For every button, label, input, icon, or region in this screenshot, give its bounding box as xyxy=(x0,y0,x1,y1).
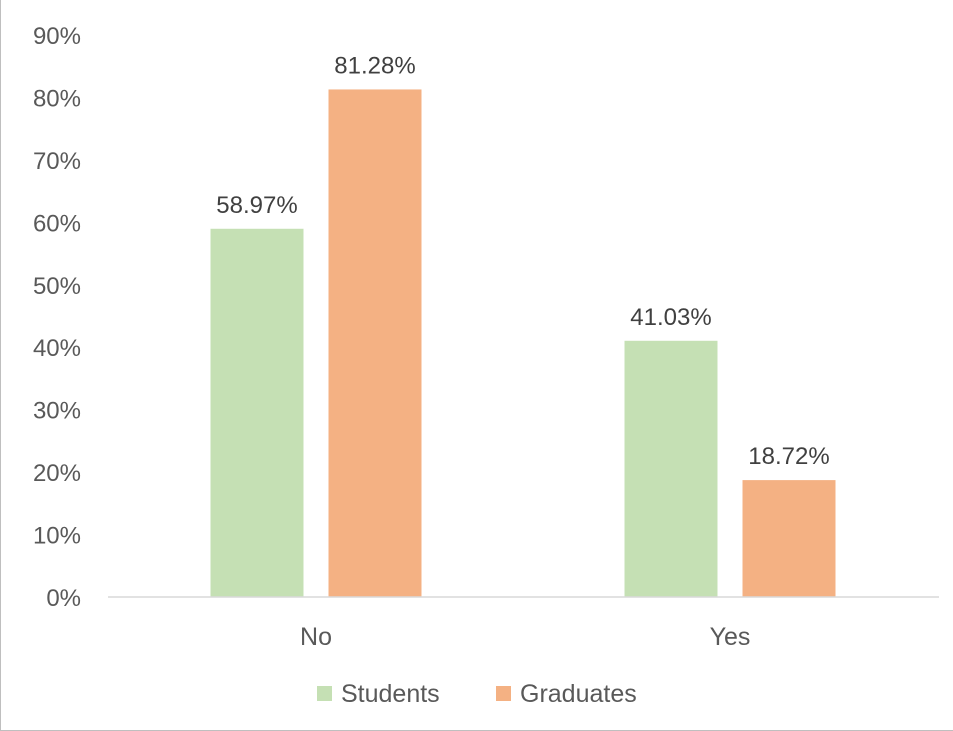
y-tick-label: 80% xyxy=(33,85,81,112)
bar-students-yes xyxy=(624,340,718,597)
y-tick-label: 30% xyxy=(33,398,81,425)
y-tick-label: 60% xyxy=(33,210,81,237)
y-tick-label: 70% xyxy=(33,148,81,175)
data-label: 58.97% xyxy=(216,192,297,219)
legend: Students Graduates xyxy=(317,680,637,708)
x-axis-category-labels: No Yes xyxy=(300,623,750,651)
y-tick-label: 90% xyxy=(33,23,81,50)
data-label: 41.03% xyxy=(630,304,711,331)
y-tick-label: 20% xyxy=(33,460,81,487)
y-tick-label: 0% xyxy=(46,585,81,612)
legend-swatch-students xyxy=(317,686,332,701)
data-label: 18.72% xyxy=(748,443,829,470)
bar-students-no xyxy=(210,228,304,597)
legend-swatch-graduates xyxy=(496,686,511,701)
legend-label-graduates: Graduates xyxy=(520,680,637,708)
x-category-label: Yes xyxy=(710,623,751,651)
bar-graduates-no xyxy=(328,89,422,598)
legend-label-students: Students xyxy=(341,680,440,708)
bars-group xyxy=(210,89,836,598)
y-axis-tick-labels: 0% 10% 20% 30% 40% 50% 60% 70% 80% 90% xyxy=(33,23,81,612)
data-labels-group: 58.97% 81.28% 41.03% 18.72% xyxy=(216,52,829,470)
y-tick-label: 40% xyxy=(33,335,81,362)
bar-graduates-yes xyxy=(742,480,836,597)
x-category-label: No xyxy=(300,623,332,651)
y-tick-label: 10% xyxy=(33,523,81,550)
y-tick-label: 50% xyxy=(33,273,81,300)
data-label: 81.28% xyxy=(334,52,415,79)
